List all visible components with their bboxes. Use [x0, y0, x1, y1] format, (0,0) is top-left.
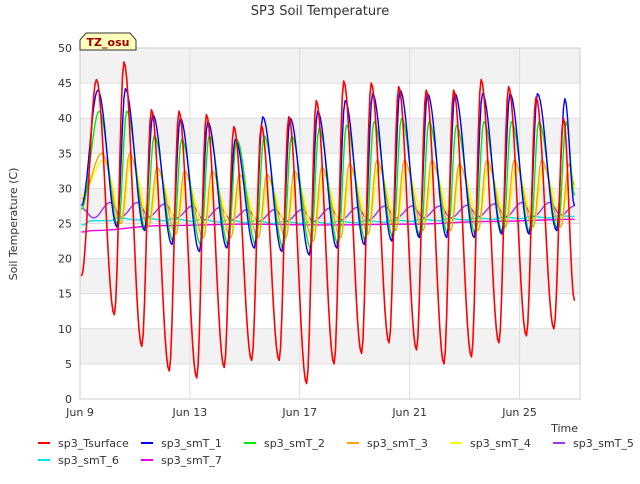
plot-frame — [79, 47, 581, 400]
y-tick-label: 0 — [65, 393, 72, 406]
x-axis-label: Time — [550, 422, 578, 435]
x-tick-label: Jun 17 — [281, 406, 317, 419]
y-tick-label: 5 — [65, 358, 72, 371]
x-tick-label: Jun 9 — [65, 406, 94, 419]
x-tick-label: Jun 21 — [391, 406, 427, 419]
x-tick-label: Jun 13 — [172, 406, 208, 419]
legend-item-sp3_smT_6: sp3_smT_6 — [38, 454, 119, 467]
legend-label: sp3_smT_7 — [161, 454, 222, 467]
y-tick-label: 35 — [58, 147, 72, 160]
legend-label: sp3_smT_5 — [573, 437, 634, 450]
series-line-sp3_smT_1 — [80, 88, 576, 256]
chart-title: SP3 Soil Temperature — [251, 4, 389, 19]
y-tick-label: 45 — [58, 77, 72, 90]
series-lines — [80, 61, 576, 385]
y-tick-label: 20 — [58, 253, 72, 266]
legend: sp3_Tsurface sp3_smT_1 sp3_smT_2 sp3_smT_3 s… — [38, 437, 634, 467]
legend-label: sp3_smT_2 — [264, 437, 325, 450]
y-tick-label: 15 — [58, 288, 72, 301]
site-label-box: TZ_osu — [79, 32, 137, 51]
legend-item-sp3_smT_2: sp3_smT_2 — [244, 437, 325, 450]
series-line-sp3_smT_6 — [81, 215, 575, 226]
x-tick-label: Jun 25 — [501, 406, 537, 419]
legend-item-sp3_smT_1: sp3_smT_1 — [141, 437, 222, 450]
x-tick-labels: Jun 9 Jun 13 Jun 17 Jun 21 Jun 25 — [65, 406, 537, 419]
series-line-sp3_smT_5 — [81, 201, 575, 223]
series-line-sp3_Tsurface — [80, 61, 576, 385]
site-label: TZ_osu — [87, 36, 130, 49]
y-tick-labels: 0 5 10 15 20 25 30 35 40 45 50 — [58, 42, 72, 406]
plot-band — [80, 48, 580, 84]
legend-item-sp3_smT_4: sp3_smT_4 — [450, 437, 531, 450]
legend-item-sp3_smT_7: sp3_smT_7 — [141, 454, 222, 467]
y-tick-label: 40 — [58, 112, 72, 125]
legend-item-sp3_Tsurface: sp3_Tsurface — [38, 437, 129, 450]
series-line-sp3_smT_7 — [81, 218, 575, 233]
legend-label: sp3_smT_1 — [161, 437, 222, 450]
legend-label: sp3_Tsurface — [58, 437, 129, 450]
legend-label: sp3_smT_3 — [367, 437, 428, 450]
plot-band — [80, 258, 580, 294]
legend-label: sp3_smT_4 — [470, 437, 531, 450]
legend-item-sp3_smT_3: sp3_smT_3 — [347, 437, 428, 450]
y-tick-label: 10 — [58, 323, 72, 336]
legend-label: sp3_smT_6 — [58, 454, 119, 467]
y-axis-label: Soil Temperature (C) — [7, 168, 20, 281]
legend-item-sp3_smT_5: sp3_smT_5 — [553, 437, 634, 450]
y-tick-label: 30 — [58, 182, 72, 195]
y-tick-label: 25 — [58, 218, 72, 231]
plot-band — [80, 118, 580, 154]
y-tick-label: 50 — [58, 42, 72, 55]
plot-bands — [80, 48, 580, 364]
